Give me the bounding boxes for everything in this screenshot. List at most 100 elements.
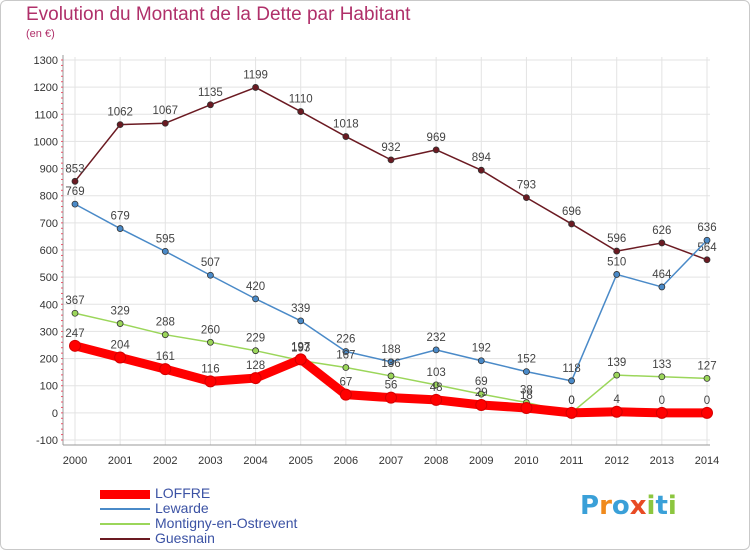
x-tick-label: 2013 [650, 455, 674, 467]
y-tick-label: 700 [40, 218, 58, 230]
data-point-lewarde [523, 368, 530, 376]
y-tick-label: 1000 [34, 136, 58, 148]
data-label-lewarde: 152 [517, 354, 536, 366]
data-label-loffre: 48 [430, 382, 443, 394]
data-label-loffre: 56 [385, 380, 398, 392]
data-point-loffre [339, 388, 352, 401]
data-label-montigny-en-ostrevent: 139 [607, 357, 626, 369]
data-label-guesnain: 1199 [243, 69, 268, 81]
data-point-guesnain [613, 247, 621, 255]
legend-label-loffre: LOFFRE [155, 485, 211, 501]
legend-swatch-loffre [100, 489, 150, 499]
data-label-montigny-en-ostrevent: 367 [65, 295, 84, 307]
data-label-lewarde: 679 [111, 211, 130, 223]
y-tick-label: 600 [40, 245, 58, 257]
data-label-loffre: 0 [659, 395, 665, 407]
data-label-guesnain: 1018 [333, 119, 359, 131]
data-label-montigny-en-ostrevent: 127 [697, 360, 716, 372]
y-tick-label: 1100 [34, 109, 58, 121]
data-point-guesnain [568, 220, 575, 228]
data-label-lewarde: 232 [427, 332, 446, 344]
data-point-montigny-en-ostrevent [71, 309, 79, 317]
data-point-lewarde [658, 283, 666, 291]
data-point-loffre [159, 363, 172, 376]
data-label-guesnain: 853 [65, 163, 84, 175]
data-label-lewarde: 226 [336, 334, 355, 346]
data-point-montigny-en-ostrevent [342, 364, 350, 371]
data-label-lewarde: 464 [652, 269, 672, 281]
data-point-montigny-en-ostrevent [116, 320, 124, 327]
data-point-loffre [701, 406, 713, 419]
data-label-guesnain: 969 [427, 132, 446, 144]
data-label-loffre: 0 [704, 395, 710, 407]
data-point-montigny-en-ostrevent [387, 372, 395, 380]
x-tick-label: 2006 [334, 455, 358, 467]
data-point-loffre [249, 372, 262, 385]
logo-letter: t [655, 491, 668, 521]
y-tick-label: 1200 [34, 82, 58, 94]
data-label-loffre: 116 [201, 363, 219, 375]
data-label-montigny-en-ostrevent: 167 [336, 350, 355, 362]
data-point-loffre [655, 406, 668, 419]
data-point-guesnain [523, 194, 530, 202]
data-label-montigny-en-ostrevent: 288 [156, 317, 175, 329]
data-point-loffre [475, 398, 488, 411]
data-point-lewarde [432, 346, 440, 354]
y-tick-label: 300 [40, 326, 58, 338]
x-tick-label: 2011 [560, 455, 584, 467]
data-label-guesnain: 932 [381, 142, 400, 154]
legend-swatch-guesnain [100, 538, 150, 540]
data-label-guesnain: 1067 [152, 105, 178, 117]
data-point-loffre [294, 353, 307, 366]
chart-title: Evolution du Montant de la Dette par Hab… [26, 4, 411, 25]
data-point-lewarde [342, 348, 350, 355]
x-tick-label: 2007 [379, 455, 403, 467]
data-point-lewarde [71, 200, 79, 208]
data-label-loffre: 197 [291, 341, 310, 353]
data-label-guesnain: 1062 [107, 107, 133, 119]
data-point-lewarde [613, 271, 621, 278]
data-point-montigny-en-ostrevent [252, 347, 259, 355]
data-label-guesnain: 1135 [198, 87, 223, 99]
data-label-loffre: 161 [156, 351, 175, 363]
data-label-lewarde: 339 [291, 303, 310, 315]
data-label-montigny-en-ostrevent: 103 [427, 367, 446, 379]
y-tick-label: 900 [40, 164, 58, 176]
data-point-montigny-en-ostrevent [161, 331, 169, 339]
data-label-montigny-en-ostrevent: 0 [568, 395, 574, 407]
data-label-lewarde: 420 [246, 281, 265, 293]
data-label-lewarde: 636 [697, 222, 716, 234]
data-point-lewarde [207, 271, 214, 279]
proxiti-logo: Proxiti [580, 491, 677, 521]
data-label-loffre: 67 [339, 377, 352, 389]
data-label-loffre: 18 [520, 390, 533, 402]
data-label-lewarde: 510 [607, 256, 626, 268]
logo-letter: i [667, 491, 677, 521]
x-tick-label: 2008 [424, 455, 448, 467]
x-tick-label: 2010 [514, 455, 538, 467]
data-label-montigny-en-ostrevent: 229 [246, 333, 265, 345]
data-point-lewarde [116, 225, 124, 232]
data-point-loffre [69, 339, 81, 352]
data-label-loffre: 29 [475, 387, 488, 399]
data-label-guesnain: 793 [517, 180, 536, 192]
logo-letter: i [646, 491, 656, 521]
data-label-guesnain: 894 [472, 152, 492, 164]
data-label-montigny-en-ostrevent: 136 [381, 358, 400, 370]
legend-swatch-montigny-en-ostrevent [100, 523, 150, 525]
data-point-montigny-en-ostrevent [477, 390, 485, 398]
data-point-montigny-en-ostrevent [432, 381, 440, 389]
data-point-guesnain [432, 146, 440, 154]
data-label-loffre: 204 [111, 339, 131, 351]
x-tick-label: 2001 [108, 455, 132, 467]
data-point-montigny-en-ostrevent [207, 338, 214, 346]
data-label-montigny-en-ostrevent: 38 [520, 385, 533, 397]
y-tick-label: 800 [40, 191, 58, 203]
data-label-guesnain: 596 [607, 233, 626, 245]
data-label-montigny-en-ostrevent: 193 [291, 342, 310, 354]
data-point-loffre [565, 406, 578, 419]
chart-unit: (en €) [26, 28, 55, 40]
x-tick-label: 2000 [63, 455, 87, 467]
data-point-montigny-en-ostrevent [613, 371, 621, 379]
x-tick-label: 2009 [469, 455, 493, 467]
